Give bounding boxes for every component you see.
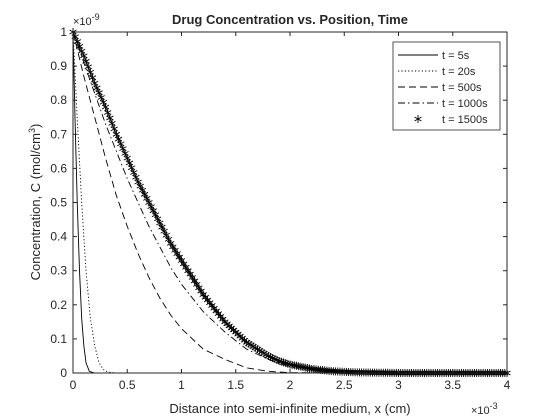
x-exponent: ×10-3 <box>471 401 498 417</box>
series-dashed <box>72 31 508 374</box>
x-axis-label: Distance into semi-infinite medium, x (c… <box>169 401 410 416</box>
legend-item: t = 500s <box>398 82 482 94</box>
series-dotted <box>72 31 507 374</box>
legend-box <box>392 41 501 131</box>
x-tick-label: 3 <box>395 378 402 392</box>
data-point-asterisk <box>84 62 92 71</box>
y-axis-label-sup: 3 <box>27 128 37 133</box>
series-dashdot <box>72 31 508 374</box>
x-tick-label: 1.5 <box>227 378 244 392</box>
y-tick-label: 0.3 <box>50 264 67 278</box>
legend-item: t = 1000s <box>398 98 488 110</box>
y-tick-label: 0.1 <box>50 332 67 346</box>
y-tick-label: 0 <box>60 366 67 380</box>
legend-item: t = 1500s <box>414 114 488 126</box>
y-exponent-power: -9 <box>92 12 100 22</box>
y-axis-label-main: Concentration, C (mol/cm <box>28 133 43 280</box>
data-point-asterisk <box>104 108 112 117</box>
y-tick-label: 0.6 <box>50 161 67 175</box>
legend: t = 5s t = 20s t = 500s t = 1000s t = 1500s <box>392 41 501 131</box>
chart-title: Drug Concentration vs. Position, Time <box>172 12 408 27</box>
y-tick-label: 0.8 <box>50 93 67 107</box>
x-tick-label: 0 <box>70 378 77 392</box>
y-tick-label: 1 <box>60 25 67 39</box>
x-tick-label: 0.5 <box>119 378 136 392</box>
series-line <box>72 31 508 374</box>
data-point-asterisk <box>110 124 118 133</box>
y-exponent-base: ×10 <box>73 16 92 28</box>
legend-item: t = 5s <box>398 50 470 62</box>
legend-item: t = 20s <box>398 66 476 78</box>
y-exponent: ×10-9 <box>73 12 100 28</box>
data-point-asterisk <box>82 57 90 66</box>
x-tick-label: 3.5 <box>444 378 461 392</box>
data-point-asterisk <box>414 115 422 123</box>
series-solid <box>72 31 507 374</box>
data-point-asterisk <box>101 103 110 112</box>
y-tick-label: 0.7 <box>50 127 67 141</box>
data-point-asterisk <box>108 119 116 128</box>
legend-label: t = 20s <box>442 66 476 78</box>
series-line <box>72 31 507 374</box>
x-tick-label: 4 <box>504 378 511 392</box>
series-line <box>72 31 508 374</box>
legend-label: t = 5s <box>442 50 470 62</box>
y-axis-label-close: ) <box>28 124 43 128</box>
data-point-asterisk <box>80 51 88 60</box>
y-axis-label: Concentration, C (mol/cm3) <box>27 124 43 281</box>
legend-label: t = 500s <box>442 82 482 94</box>
ticks: 0 0.5 1 1.5 2 2.5 3 3.5 4 0 0.1 0.2 0.3 0.4 0.5 0.6 0.7 0… <box>50 25 510 392</box>
x-tick-label: 1 <box>178 378 185 392</box>
x-exponent-power: -3 <box>490 401 498 411</box>
legend-label: t = 1000s <box>442 98 488 110</box>
x-tick-label: 2.5 <box>336 378 353 392</box>
y-tick-label: 0.2 <box>50 298 67 312</box>
data-point-asterisk <box>106 113 114 122</box>
y-tick-label: 0.4 <box>50 230 67 244</box>
legend-label: t = 1500s <box>442 114 488 126</box>
x-exponent-base: ×10 <box>471 405 490 417</box>
y-tick-label: 0.5 <box>50 196 67 210</box>
data-point-asterisk <box>88 73 97 82</box>
x-tick-label: 2 <box>287 378 294 392</box>
y-tick-label: 0.9 <box>50 59 67 73</box>
series-line <box>72 31 507 374</box>
data-point-asterisk <box>86 68 95 77</box>
